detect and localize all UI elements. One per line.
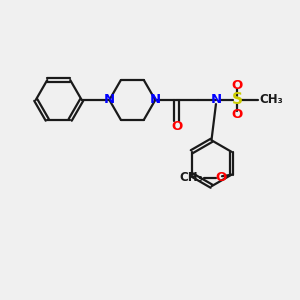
Text: N: N bbox=[150, 93, 161, 106]
Text: N: N bbox=[104, 93, 115, 106]
Text: S: S bbox=[232, 92, 243, 107]
Text: CH₃: CH₃ bbox=[260, 93, 284, 106]
Text: CH₃: CH₃ bbox=[179, 171, 203, 184]
Text: N: N bbox=[210, 93, 221, 106]
Text: O: O bbox=[215, 171, 226, 184]
Text: O: O bbox=[232, 108, 243, 121]
Text: O: O bbox=[171, 120, 182, 133]
Text: O: O bbox=[232, 79, 243, 92]
